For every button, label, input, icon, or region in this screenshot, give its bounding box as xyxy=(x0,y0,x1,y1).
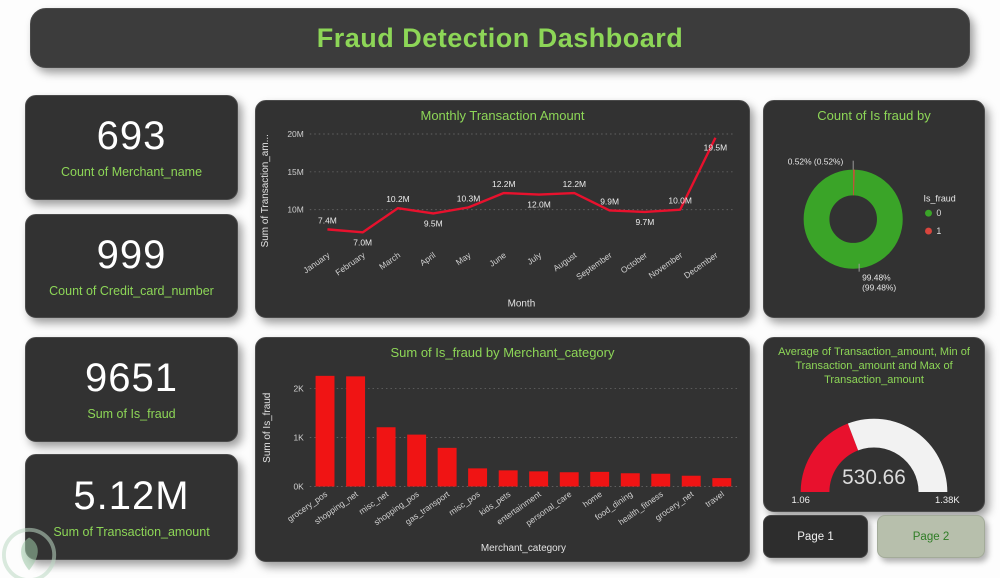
fraud-by-category-bar-chart[interactable]: 0K1K2Kgrocery_posshopping_netmisc_netsho… xyxy=(256,363,749,557)
svg-text:June: June xyxy=(487,250,508,269)
kpi-value: 5.12M xyxy=(73,473,190,518)
svg-text:10.0M: 10.0M xyxy=(668,196,692,206)
line-chart-card: Monthly Transaction Amount 10M 15M 20M 7.4M… xyxy=(255,100,750,318)
watermark-logo xyxy=(2,524,60,578)
svg-text:May: May xyxy=(454,250,473,268)
kpi-card-merchant-count: 693 Count of Merchant_name xyxy=(25,95,238,200)
kpi-card-transaction-amount: 5.12M Sum of Transaction_amount xyxy=(25,454,238,560)
svg-text:misc_pos: misc_pos xyxy=(447,489,482,518)
svg-text:Sum of Is_fraud: Sum of Is_fraud xyxy=(262,393,273,463)
kpi-card-fraud-sum: 9651 Sum of Is_fraud xyxy=(25,337,238,442)
svg-text:7.0M: 7.0M xyxy=(353,238,372,248)
svg-text:1K: 1K xyxy=(293,433,304,443)
gauge-card: Average of Transaction_amount, Min of Tr… xyxy=(763,337,985,512)
dashboard-header: Fraud Detection Dashboard xyxy=(30,8,970,68)
svg-text:travel: travel xyxy=(703,489,726,509)
svg-text:1.06: 1.06 xyxy=(792,494,810,505)
page-title: Fraud Detection Dashboard xyxy=(316,22,684,53)
svg-text:December: December xyxy=(682,250,720,281)
svg-text:20M: 20M xyxy=(287,129,303,139)
svg-text:10.2M: 10.2M xyxy=(386,194,410,204)
kpi-value: 693 xyxy=(96,114,167,158)
kpi-card-credit-card-count: 999 Count of Credit_card_number xyxy=(25,214,238,318)
page-1-button[interactable]: Page 1 xyxy=(763,515,868,558)
svg-text:12.0M: 12.0M xyxy=(527,200,551,210)
svg-text:12.2M: 12.2M xyxy=(563,179,587,189)
svg-text:15M: 15M xyxy=(287,167,303,177)
kpi-label: Count of Credit_card_number xyxy=(49,283,214,298)
svg-text:530.66: 530.66 xyxy=(842,466,906,489)
svg-text:March: March xyxy=(377,250,402,272)
kpi-value: 9651 xyxy=(85,356,178,400)
line-chart-title: Monthly Transaction Amount xyxy=(420,108,585,123)
svg-text:9.5M: 9.5M xyxy=(424,219,443,229)
svg-text:Month: Month xyxy=(508,299,536,310)
svg-text:February: February xyxy=(333,250,367,278)
svg-text:November: November xyxy=(647,250,685,281)
is-fraud-donut-chart[interactable]: 0.52% (0.52%) 99.48%(99.48%) Is_fraud 0 1 xyxy=(764,126,984,312)
monthly-transaction-line-chart[interactable]: 10M 15M 20M 7.4M January 7.0M February 10.2M Mar… xyxy=(256,126,749,313)
kpi-label: Count of Merchant_name xyxy=(60,165,203,179)
svg-text:January: January xyxy=(301,250,332,276)
svg-text:9.7M: 9.7M xyxy=(635,217,654,227)
svg-text:10M: 10M xyxy=(287,205,303,215)
svg-text:0.52% (0.52%): 0.52% (0.52%) xyxy=(788,157,844,167)
svg-text:10.3M: 10.3M xyxy=(457,194,481,204)
svg-text:19.5M: 19.5M xyxy=(704,143,728,153)
svg-text:August: August xyxy=(551,250,579,274)
svg-text:October: October xyxy=(619,250,650,276)
svg-text:April: April xyxy=(418,250,438,268)
svg-text:Is_fraud: Is_fraud xyxy=(924,194,956,204)
page-2-button[interactable]: Page 2 xyxy=(877,515,985,558)
svg-text:12.2M: 12.2M xyxy=(492,179,515,189)
svg-text:Sum of Transaction_am...: Sum of Transaction_am... xyxy=(260,134,271,247)
bar-chart-card: Sum of Is_fraud by Merchant_category 0K 1… xyxy=(255,337,750,562)
gauge-title: Average of Transaction_amount, Min of Tr… xyxy=(778,346,970,386)
svg-text:July: July xyxy=(525,250,544,267)
svg-text:September: September xyxy=(574,250,614,282)
svg-text:0K: 0K xyxy=(293,482,304,492)
kpi-value: 999 xyxy=(96,232,167,277)
svg-text:1.38K: 1.38K xyxy=(935,494,960,505)
svg-text:Merchant_category: Merchant_category xyxy=(481,543,566,554)
bar-chart-title: Sum of Is_fraud by Merchant_category xyxy=(390,345,615,360)
kpi-label: Sum of Transaction_amount xyxy=(53,524,210,539)
svg-text:7.4M: 7.4M xyxy=(318,216,337,226)
svg-text:(99.48%): (99.48%) xyxy=(862,283,896,293)
svg-text:2K: 2K xyxy=(293,384,304,394)
svg-text:0: 0 xyxy=(936,208,941,218)
transaction-amount-gauge[interactable]: 530.66 1.06 1.38K xyxy=(764,389,984,506)
svg-text:1: 1 xyxy=(936,226,941,236)
svg-text:9.9M: 9.9M xyxy=(600,197,619,207)
donut-chart-card: Count of Is fraud by 0.52% (0.52%) 99.48%… xyxy=(763,100,985,318)
svg-text:99.48%: 99.48% xyxy=(862,273,891,283)
svg-text:home: home xyxy=(581,489,604,509)
donut-chart-title: Count of Is fraud by xyxy=(817,108,931,123)
kpi-label: Sum of Is_fraud xyxy=(87,407,176,421)
